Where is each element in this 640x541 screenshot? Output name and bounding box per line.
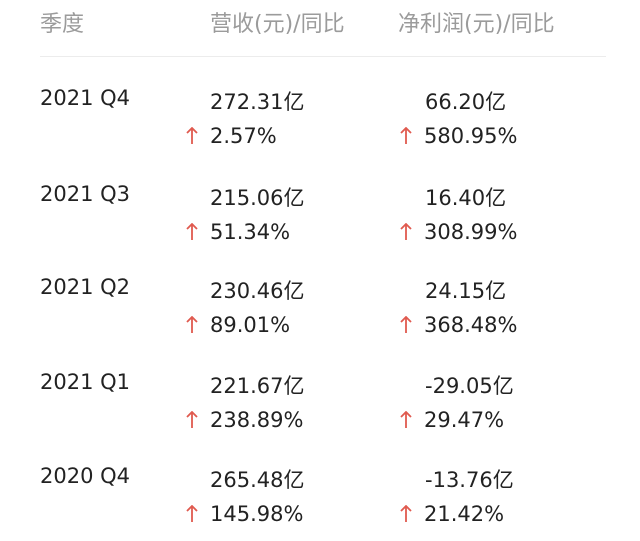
- profit-value: -29.05亿: [425, 374, 514, 398]
- quarter-cell: 2021 Q3: [40, 182, 131, 206]
- revenue-yoy-value: 145.98%: [210, 502, 304, 526]
- column-header-revenue: 营收(元)/同比: [210, 12, 345, 37]
- revenue-yoy-value: 238.89%: [210, 408, 304, 432]
- profit-yoy: 580.95%: [400, 124, 517, 148]
- up-arrow-icon: [400, 411, 412, 428]
- up-arrow-icon: [400, 316, 412, 333]
- up-arrow-icon: [400, 127, 412, 144]
- up-arrow-icon: [186, 411, 198, 428]
- column-header-net-profit: 净利润(元)/同比: [398, 12, 555, 37]
- quarter-cell: 2021 Q1: [40, 370, 131, 394]
- revenue-value: 215.06亿: [210, 186, 305, 210]
- revenue-value: 272.31亿: [210, 90, 305, 114]
- header-divider: [40, 56, 606, 57]
- revenue-value: 265.48亿: [210, 468, 305, 492]
- quarter-cell: 2021 Q2: [40, 275, 131, 299]
- revenue-yoy: 51.34%: [186, 220, 290, 244]
- up-arrow-icon: [186, 505, 198, 522]
- table-row[interactable]: 2021 Q4 272.31亿 66.20亿 2.57% 580.95%: [0, 86, 640, 180]
- revenue-value: 230.46亿: [210, 279, 305, 303]
- up-arrow-icon: [400, 505, 412, 522]
- column-header-quarter: 季度: [40, 12, 85, 37]
- profit-yoy: 21.42%: [400, 502, 504, 526]
- profit-yoy: 368.48%: [400, 313, 517, 337]
- up-arrow-icon: [186, 127, 198, 144]
- revenue-yoy-value: 51.34%: [210, 220, 291, 244]
- revenue-yoy: 145.98%: [186, 502, 303, 526]
- up-arrow-icon: [186, 316, 198, 333]
- profit-yoy-value: 29.47%: [424, 408, 505, 432]
- profit-value: 16.40亿: [425, 186, 507, 210]
- quarter-cell: 2020 Q4: [40, 464, 131, 488]
- revenue-yoy: 238.89%: [186, 408, 303, 432]
- table-row[interactable]: 2021 Q2 230.46亿 24.15亿 89.01% 368.48%: [0, 275, 640, 369]
- profit-yoy: 29.47%: [400, 408, 504, 432]
- profit-value: -13.76亿: [425, 468, 514, 492]
- table-row[interactable]: 2021 Q3 215.06亿 16.40亿 51.34% 308.99%: [0, 182, 640, 276]
- profit-value: 24.15亿: [425, 279, 507, 303]
- table-row[interactable]: 2020 Q4 265.48亿 -13.76亿 145.98% 21.42%: [0, 464, 640, 541]
- up-arrow-icon: [400, 223, 412, 240]
- profit-yoy-value: 308.99%: [424, 220, 518, 244]
- revenue-yoy: 2.57%: [186, 124, 277, 148]
- profit-value: 66.20亿: [425, 90, 507, 114]
- revenue-value: 221.67亿: [210, 374, 305, 398]
- up-arrow-icon: [186, 223, 198, 240]
- revenue-yoy-value: 2.57%: [210, 124, 277, 148]
- table-row[interactable]: 2021 Q1 221.67亿 -29.05亿 238.89% 29.47%: [0, 370, 640, 464]
- quarter-cell: 2021 Q4: [40, 86, 131, 110]
- revenue-yoy-value: 89.01%: [210, 313, 291, 337]
- profit-yoy-value: 580.95%: [424, 124, 518, 148]
- table-header: 季度 营收(元)/同比 净利润(元)/同比: [0, 0, 640, 56]
- profit-yoy-value: 368.48%: [424, 313, 518, 337]
- profit-yoy: 308.99%: [400, 220, 517, 244]
- profit-yoy-value: 21.42%: [424, 502, 505, 526]
- revenue-yoy: 89.01%: [186, 313, 290, 337]
